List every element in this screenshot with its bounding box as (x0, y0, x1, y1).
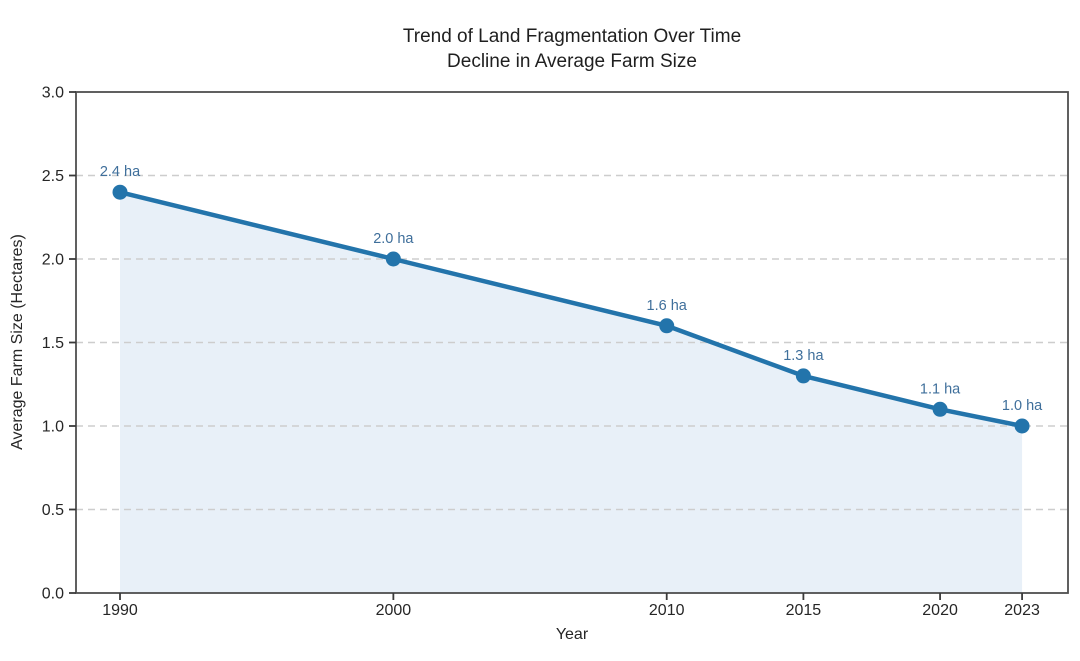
chart-subtitle: Decline in Average Farm Size (447, 51, 697, 72)
data-point-label: 1.0 ha (1002, 398, 1043, 414)
y-tick-label: 2.0 (42, 252, 64, 269)
chart-title: Trend of Land Fragmentation Over Time (403, 26, 741, 47)
x-axis-label: Year (556, 626, 589, 643)
data-point (932, 401, 948, 417)
y-tick-label: 0.0 (42, 586, 64, 603)
x-tick-label: 2000 (376, 602, 412, 619)
data-point-label: 2.0 ha (373, 231, 414, 247)
plot-area: 2.4 ha 2.0 ha 1.6 ha 1.3 ha 1.1 ha 1.0 ha 1990… (42, 85, 1069, 619)
data-line (117, 189, 1025, 429)
y-tick-label: 2.5 (42, 168, 64, 185)
y-tick-label: 0.5 (42, 502, 64, 519)
x-tick-label: 2015 (786, 602, 822, 619)
data-point-label: 1.3 ha (783, 348, 824, 364)
data-point (795, 368, 811, 384)
x-tick-label: 2010 (649, 602, 685, 619)
x-tick-label: 2020 (922, 602, 958, 619)
data-point-label: 1.1 ha (920, 381, 961, 397)
y-axis-label: Average Farm Size (Hectares) (9, 234, 26, 450)
data-point (659, 318, 675, 334)
data-point-label: 2.4 ha (100, 164, 141, 180)
y-tick-label: 3.0 (42, 85, 64, 102)
area-fill (120, 192, 1023, 593)
x-tick-label: 1990 (102, 602, 138, 619)
data-point (112, 184, 128, 200)
y-tick-label: 1.0 (42, 419, 64, 436)
y-tick-label: 1.5 (42, 335, 64, 352)
data-point (385, 251, 401, 267)
x-tick-label: 2023 (1004, 602, 1040, 619)
data-point-label: 1.6 ha (647, 298, 688, 314)
data-point (1014, 418, 1030, 434)
